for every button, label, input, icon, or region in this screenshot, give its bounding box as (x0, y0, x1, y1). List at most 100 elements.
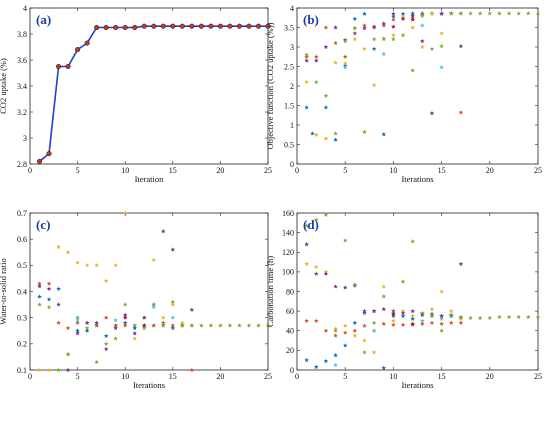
data-point (439, 328, 444, 333)
y-tick-label: 0 (290, 366, 294, 375)
data-point (36, 158, 43, 164)
y-tick-label: 0.1 (17, 366, 27, 375)
data-point (400, 32, 406, 38)
data-point (429, 110, 435, 116)
data-point (132, 325, 137, 331)
data-point (410, 17, 415, 22)
data-point (420, 318, 425, 323)
data-point (65, 63, 71, 70)
data-point (410, 13, 415, 18)
data-point (94, 359, 99, 365)
data-point (342, 64, 348, 70)
data-point (132, 323, 137, 328)
data-point (180, 323, 185, 328)
data-point (218, 323, 223, 328)
data-point (56, 302, 61, 307)
data-point (151, 304, 157, 310)
data-point (342, 38, 348, 44)
data-point (371, 320, 377, 325)
data-point (304, 223, 309, 228)
data-point (323, 136, 329, 141)
x-tick-label: 0 (295, 166, 299, 175)
data-point (458, 43, 464, 49)
y-tick-label: 3 (290, 43, 294, 52)
data-point (227, 23, 233, 29)
x-tick-label: 10 (121, 166, 129, 175)
data-point (122, 323, 128, 328)
data-point (304, 105, 309, 110)
data-point (75, 317, 80, 323)
data-point (487, 315, 493, 320)
data-point (448, 308, 454, 314)
data-point (362, 46, 367, 51)
data-point (113, 317, 118, 323)
panel-letter: (b) (303, 12, 319, 27)
data-point (420, 310, 425, 316)
data-point (84, 325, 90, 331)
data-point (84, 40, 90, 46)
data-point (458, 320, 464, 325)
data-point (122, 24, 128, 31)
x-tick-label: 15 (438, 166, 446, 175)
data-point (333, 333, 338, 338)
data-point (371, 349, 377, 355)
data-point (362, 338, 367, 343)
data-point (506, 11, 512, 16)
data-point (199, 323, 204, 328)
y-tick-label: 0.3 (17, 313, 27, 322)
data-point (46, 151, 52, 157)
x-tick-label: 20 (216, 166, 224, 175)
data-point (371, 46, 377, 51)
data-point (265, 323, 271, 328)
data-point (113, 325, 118, 331)
data-point (65, 351, 71, 357)
x-axis-label: Iterations (401, 174, 433, 184)
data-point (352, 320, 358, 325)
data-point (362, 310, 367, 316)
data-point (75, 328, 80, 333)
x-tick-label: 25 (534, 372, 542, 381)
data-point (342, 330, 348, 335)
data-point (342, 323, 348, 328)
data-point (468, 315, 473, 320)
y-tick-label: 3.2 (17, 108, 27, 117)
data-point (161, 228, 166, 234)
data-point (103, 278, 109, 283)
data-point (151, 23, 157, 29)
data-point (132, 336, 137, 341)
data-point (56, 63, 62, 70)
data-point (371, 36, 377, 42)
data-point (333, 284, 338, 289)
data-point (160, 23, 166, 29)
data-point (371, 24, 377, 29)
data-point (439, 30, 444, 36)
y-tick-label: 4 (23, 4, 27, 13)
data-point (132, 24, 138, 31)
data-point (429, 11, 435, 16)
y-tick-label: 40 (286, 327, 294, 336)
data-point (75, 330, 80, 336)
data-point (304, 54, 309, 59)
y-tick-label: 60 (286, 307, 294, 316)
data-point (189, 23, 195, 29)
data-point (352, 36, 358, 42)
data-point (189, 307, 195, 312)
plot-area (296, 7, 539, 165)
data-point (381, 36, 387, 42)
data-point (37, 294, 42, 299)
data-point (94, 262, 99, 268)
data-point (56, 367, 61, 372)
data-point (75, 47, 81, 53)
data-point (352, 333, 358, 338)
x-tick-label: 10 (389, 166, 397, 175)
data-point (208, 23, 214, 29)
x-tick-label: 20 (486, 372, 494, 381)
data-point (314, 79, 319, 85)
data-point (371, 82, 377, 88)
data-point (217, 23, 223, 29)
x-tick-label: 0 (28, 166, 32, 175)
data-point (439, 11, 444, 16)
data-point (420, 23, 425, 28)
data-point (46, 281, 52, 286)
data-point (381, 365, 387, 370)
